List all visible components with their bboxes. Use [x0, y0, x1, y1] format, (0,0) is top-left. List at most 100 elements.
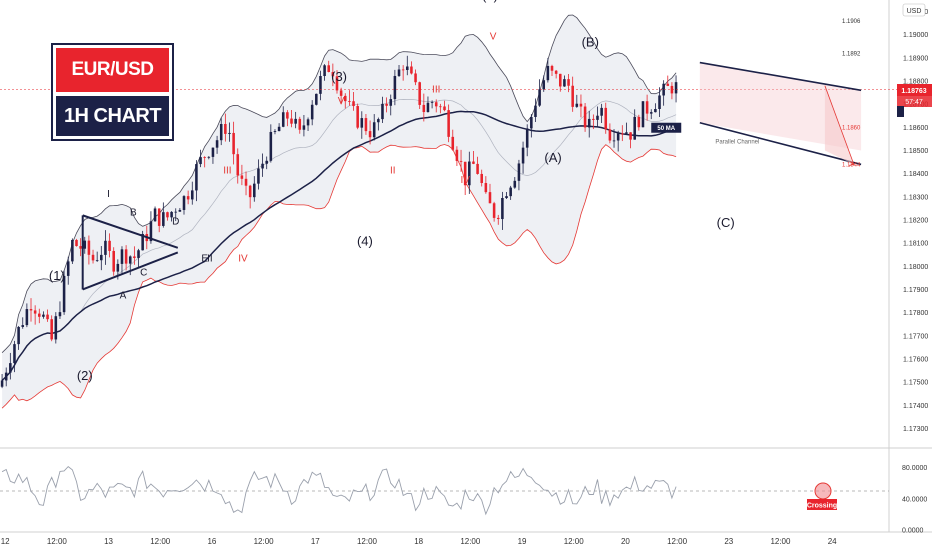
time-tick: 12: [1, 537, 10, 546]
candle-body: [600, 107, 603, 116]
candle-body: [310, 104, 314, 120]
candle-body: [128, 256, 132, 264]
wave-label: III: [432, 85, 440, 96]
candle: [550, 64, 554, 76]
candle-body: [261, 163, 264, 169]
candle-body: [290, 118, 293, 124]
candle: [54, 312, 58, 344]
candle: [203, 156, 206, 168]
candle-body: [120, 249, 124, 264]
countdown: 57:47: [905, 99, 923, 106]
candle-body: [538, 89, 541, 106]
candle-body: [571, 85, 574, 107]
time-tick: 20: [621, 537, 630, 546]
price-tick: 1.17900: [903, 287, 928, 294]
wave-label: (2): [77, 368, 93, 383]
candle-body: [232, 132, 235, 155]
candle: [100, 246, 103, 271]
candle: [352, 91, 355, 111]
candle: [331, 63, 335, 87]
candle: [124, 245, 128, 271]
candle-body: [385, 103, 388, 106]
candle: [108, 233, 111, 258]
candle: [397, 65, 401, 77]
rsi-tick: 40.0000: [902, 496, 927, 503]
time-tick: 23: [724, 537, 733, 546]
candle: [211, 147, 215, 164]
candle: [521, 141, 525, 174]
candle: [418, 81, 421, 109]
candle: [501, 191, 504, 230]
candle: [447, 104, 450, 143]
candle-body: [447, 110, 450, 137]
candle: [587, 110, 591, 138]
candle-body: [567, 79, 570, 86]
candle-body: [71, 239, 74, 262]
candle: [604, 102, 608, 134]
candle-body: [459, 160, 463, 162]
candle: [426, 96, 430, 113]
level-label: 1.1844: [842, 162, 861, 168]
candle-body: [0, 380, 4, 387]
candle: [368, 120, 372, 145]
channel-label: Parallel Channel: [715, 140, 759, 146]
candle: [476, 156, 479, 175]
candle-body: [298, 118, 302, 130]
candle: [273, 129, 277, 135]
candle-body: [521, 147, 525, 164]
candle: [451, 129, 455, 151]
candle: [294, 111, 297, 129]
candle-body: [25, 309, 29, 326]
candle: [422, 93, 426, 122]
price-tick: 1.17600: [903, 356, 928, 363]
crossing-marker: [814, 482, 832, 500]
candle: [645, 94, 649, 121]
candle-body: [281, 112, 285, 127]
candle: [298, 116, 302, 134]
candle-body: [377, 119, 380, 123]
rsi-tick: 0.0000: [902, 528, 924, 535]
candle: [654, 103, 657, 113]
wave-labels: (1)(2)(3)(4)(5)(A)(B)(C)IIIIIIIVVIIIIIIV…: [49, 0, 735, 383]
candle-body: [116, 263, 120, 272]
candle-body: [42, 314, 45, 317]
candle-body: [157, 208, 161, 226]
candle-body: [174, 211, 178, 213]
candle: [343, 93, 347, 109]
candle-body: [29, 309, 33, 311]
candle: [364, 113, 368, 135]
candle: [178, 208, 182, 212]
candle-body: [149, 221, 153, 242]
candle-body: [484, 183, 488, 193]
candle: [315, 93, 318, 106]
currency-label: USD: [907, 8, 922, 15]
chart-overlays: 50 MA Parallel Channel 1.1906 1.1892 1.1860 1…: [0, 19, 897, 291]
candle: [484, 176, 488, 194]
candle-body: [587, 118, 591, 128]
candle-body: [323, 65, 326, 77]
candle-body: [633, 116, 636, 140]
candle: [236, 148, 240, 184]
candle-body: [257, 168, 260, 184]
wave-label: E: [201, 254, 208, 265]
candle: [248, 184, 252, 209]
wave-label: III: [223, 166, 231, 177]
candle: [608, 123, 612, 144]
candle-body: [21, 325, 25, 327]
wave-label: (3): [331, 69, 347, 84]
candle: [199, 149, 202, 168]
candle: [58, 301, 62, 319]
candle: [174, 208, 178, 222]
candle: [166, 211, 169, 221]
time-tick: 12:00: [770, 537, 791, 546]
candle: [190, 181, 194, 205]
candle-body: [228, 132, 231, 134]
candle: [327, 60, 331, 73]
candle-body: [550, 65, 554, 71]
candle-body: [124, 249, 128, 264]
candle-body: [575, 103, 579, 107]
candle: [137, 248, 140, 268]
countdown-tag: [897, 96, 932, 107]
candle: [319, 70, 322, 101]
candle-body: [277, 126, 281, 132]
